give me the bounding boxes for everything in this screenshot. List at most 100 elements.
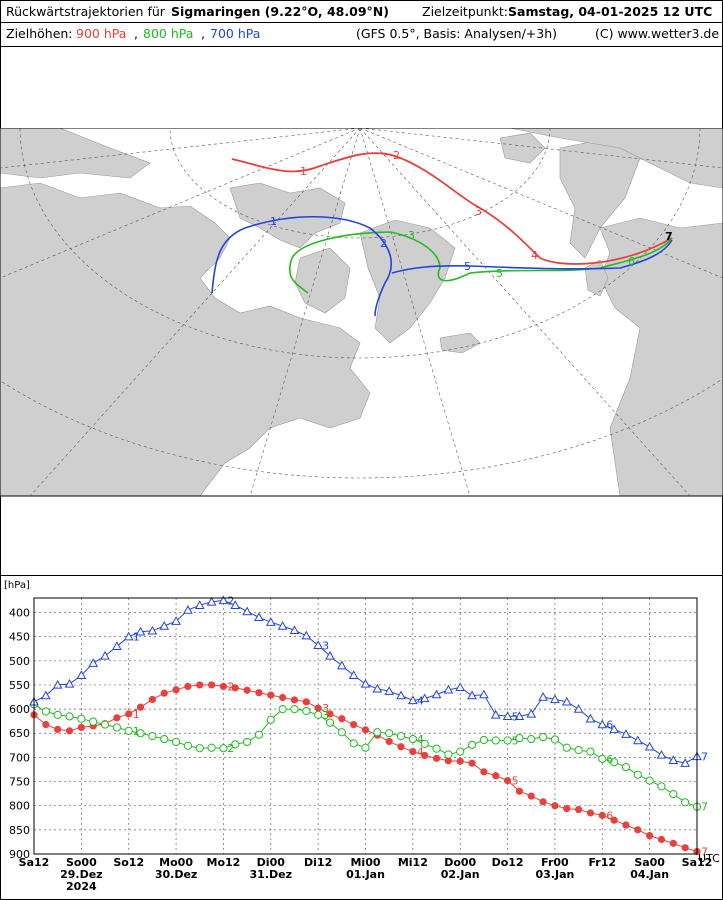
point-h700 [313,640,323,650]
point-h700 [502,711,513,721]
y-tick-label: 900 [9,848,30,861]
point-h700 [621,729,631,738]
point-h700 [265,617,276,626]
point-h700 [194,600,205,609]
point-h800 [100,720,110,729]
point-h900 [575,805,583,814]
point-h700 [123,631,134,641]
map-label-800-5: 5 [496,267,503,280]
x-date-label: 30.Dez [155,868,197,881]
point-h800 [420,739,429,748]
point-h700 [76,670,87,679]
point-h900 [125,710,133,718]
day-label-h800: 2 [227,742,234,755]
sep-2: , [201,26,205,41]
point-h800 [503,736,512,745]
day-label-h800: 1 [133,725,140,738]
point-h700 [325,650,335,660]
point-h800 [337,728,346,737]
point-h700 [656,749,667,759]
x-date-label: 03.Jan [536,868,575,881]
point-h700 [135,626,146,636]
point-h700 [254,612,264,622]
point-h900 [326,710,334,718]
day-label-h900: 4 [417,746,424,759]
x-tick-label: Sa12 [682,856,713,869]
day-label-h700: 1 [133,631,140,644]
svalbard [499,132,546,164]
point-h800 [574,746,583,755]
point-h900 [160,689,168,697]
point-h800 [77,714,86,723]
y-tick-label: 750 [9,776,30,789]
point-h800 [325,718,335,727]
point-h700 [40,690,51,700]
point-h800 [349,739,358,748]
y-tick-label: 400 [9,606,30,619]
point-h800 [112,723,121,732]
title-prefix: Rückwärtstrajektorien für [6,4,165,19]
point-h700 [218,595,229,605]
point-h800 [610,758,619,767]
x-tick-label: Mo12 [207,856,241,869]
point-h900 [279,693,287,702]
point-h900 [646,832,654,840]
map-label-700-2: 2 [380,237,387,250]
series-h900: 1 2 3 4 5 6 7 [30,680,708,859]
chart-series: 1 2 3 4 5 6 7 1 2 3 4 5 6 7 1 2 3 4 5 6 7 [29,594,708,859]
x-tick-label: Sa00 [634,856,665,869]
point-h900 [172,686,180,694]
point-h900 [207,681,216,689]
x-date-label: 04.Jan [630,868,669,881]
point-h700 [632,735,643,745]
point-h900 [385,737,393,746]
map-label-end-7: 7 [665,230,673,243]
point-h700 [183,605,193,614]
point-h800 [361,743,370,752]
point-h700 [372,683,383,693]
y-tick-label: 500 [9,655,30,668]
day-label-h800: 7 [701,801,708,814]
point-h800 [479,735,488,745]
point-h700 [467,690,477,700]
point-h800 [432,744,441,753]
day-label-h800: 3 [322,709,329,722]
point-h700 [64,678,75,688]
point-h800 [124,726,133,735]
y-tick-label: 800 [9,800,30,813]
series-h800: 1 2 3 4 5 6 7 [29,700,708,814]
point-h800 [195,744,204,753]
point-h800 [467,740,477,749]
point-h900 [113,714,121,722]
pressure-chart: 1 2 3 4 5 6 7 1 2 3 4 5 6 7 1 2 3 4 5 6 7 400 450 500 550 600 650… [4,580,720,893]
map-border [0,128,723,497]
point-h900 [302,698,310,706]
point-h700 [242,606,252,616]
point-h700 [550,694,560,704]
x-tick-label: Sa12 [19,856,50,869]
point-h700 [597,719,608,729]
point-h900 [681,844,689,852]
day-label-h900: 7 [701,846,708,859]
point-h900 [622,821,630,829]
point-h900 [563,804,571,813]
point-h800 [171,737,181,747]
point-h800 [231,740,240,749]
sep-1: , [134,26,138,41]
map-label-700-1: 1 [270,215,277,228]
point-h900 [243,686,251,694]
point-h800 [408,734,417,744]
point-h900 [598,811,606,819]
point-h800 [160,734,169,744]
point-h700 [573,704,584,713]
point-h700 [396,690,406,700]
point-h900 [610,816,618,824]
point-h800 [136,729,145,738]
point-h700 [100,650,110,660]
point-h900 [54,725,62,733]
target-time: Samstag, 04-01-2025 12 UTC [508,4,713,19]
day-label-h700: 3 [322,639,329,652]
point-h900 [432,754,441,762]
target-label: Zielzeitpunkt: [422,4,508,19]
point-h900 [290,696,299,704]
